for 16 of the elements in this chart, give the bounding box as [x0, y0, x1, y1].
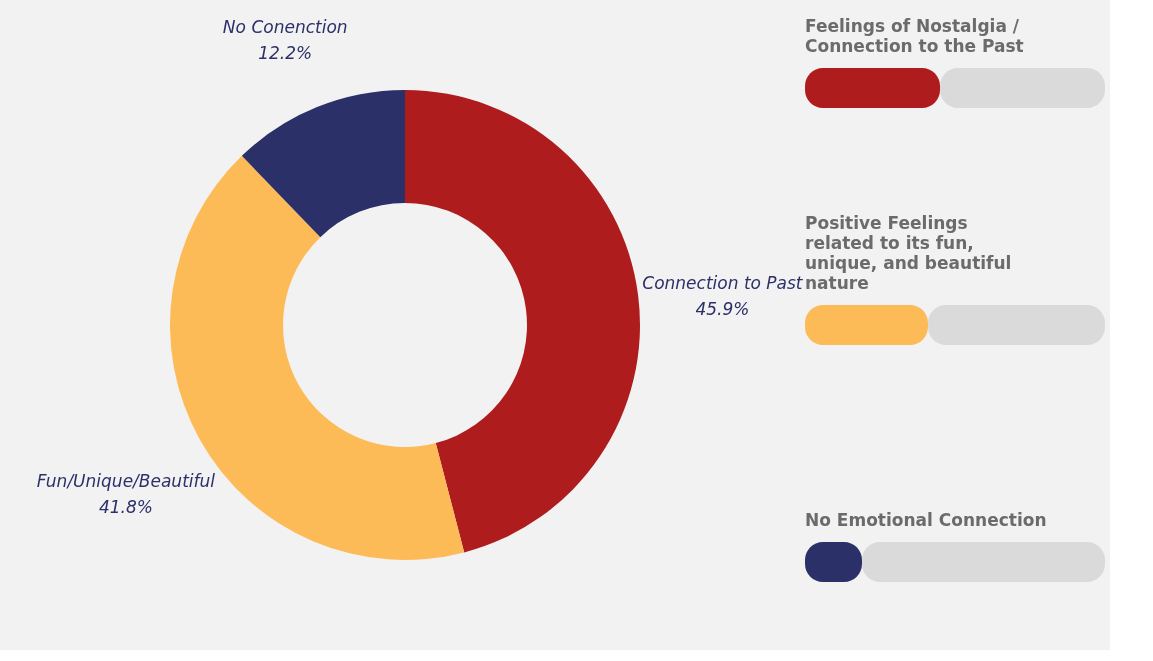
bar [928, 305, 1105, 345]
data-label: 12.2% [258, 43, 313, 64]
donut-slice [405, 90, 640, 553]
bar [940, 67, 1105, 108]
bar [805, 67, 940, 108]
bar [805, 305, 928, 345]
y-tick-label: Feelings of Nostalgia / Connection to the Past [805, 15, 1024, 56]
slice-label: No Conenction [222, 17, 348, 38]
bar [862, 542, 1105, 583]
slice-label: Fun/Unique/Beautiful [36, 470, 216, 491]
y-tick-label: No Emotional Connection [805, 510, 1047, 531]
data-label: 45.9% [695, 299, 750, 320]
donut-slice [241, 90, 405, 238]
y-tick-label: Positive Feelings related to its fun, unique, and beautiful nature [805, 213, 1012, 293]
slice-label: Connection to Past [642, 273, 804, 294]
data-label: 41.8% [98, 496, 153, 517]
